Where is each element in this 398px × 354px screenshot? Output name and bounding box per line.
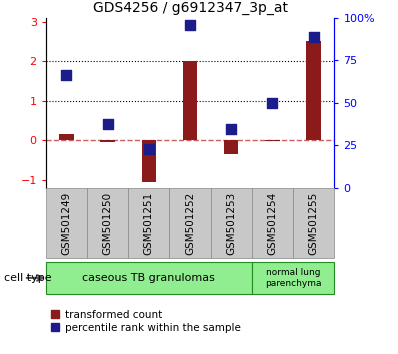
- Text: GSM501254: GSM501254: [267, 192, 277, 255]
- Text: cell type: cell type: [4, 273, 52, 283]
- Bar: [306, 41, 321, 140]
- Bar: [142, 140, 156, 182]
- Bar: [170, 188, 211, 258]
- Bar: [46, 262, 252, 294]
- Point: [146, 146, 152, 152]
- Bar: [87, 188, 128, 258]
- Point: [310, 34, 317, 40]
- Text: GSM501249: GSM501249: [61, 192, 71, 255]
- Bar: [265, 140, 280, 141]
- Text: GSM501250: GSM501250: [103, 192, 113, 255]
- Point: [63, 72, 70, 78]
- Legend: transformed count, percentile rank within the sample: transformed count, percentile rank withi…: [51, 310, 240, 333]
- Text: GSM501251: GSM501251: [144, 192, 154, 255]
- Bar: [183, 61, 197, 140]
- Point: [269, 101, 276, 106]
- Text: GSM501255: GSM501255: [309, 192, 319, 255]
- Text: normal lung
parenchyma: normal lung parenchyma: [265, 268, 321, 287]
- Title: GDS4256 / g6912347_3p_at: GDS4256 / g6912347_3p_at: [93, 1, 287, 15]
- Bar: [252, 188, 293, 258]
- Bar: [293, 188, 334, 258]
- Text: GSM501252: GSM501252: [185, 192, 195, 255]
- Text: caseous TB granulomas: caseous TB granulomas: [82, 273, 215, 283]
- Bar: [100, 140, 115, 142]
- Bar: [128, 188, 170, 258]
- Point: [104, 121, 111, 126]
- Point: [228, 126, 234, 132]
- Bar: [224, 140, 238, 154]
- Bar: [211, 188, 252, 258]
- Bar: [46, 188, 87, 258]
- Bar: [59, 134, 74, 140]
- Bar: [252, 262, 334, 294]
- Point: [187, 22, 193, 28]
- Text: GSM501253: GSM501253: [226, 192, 236, 255]
